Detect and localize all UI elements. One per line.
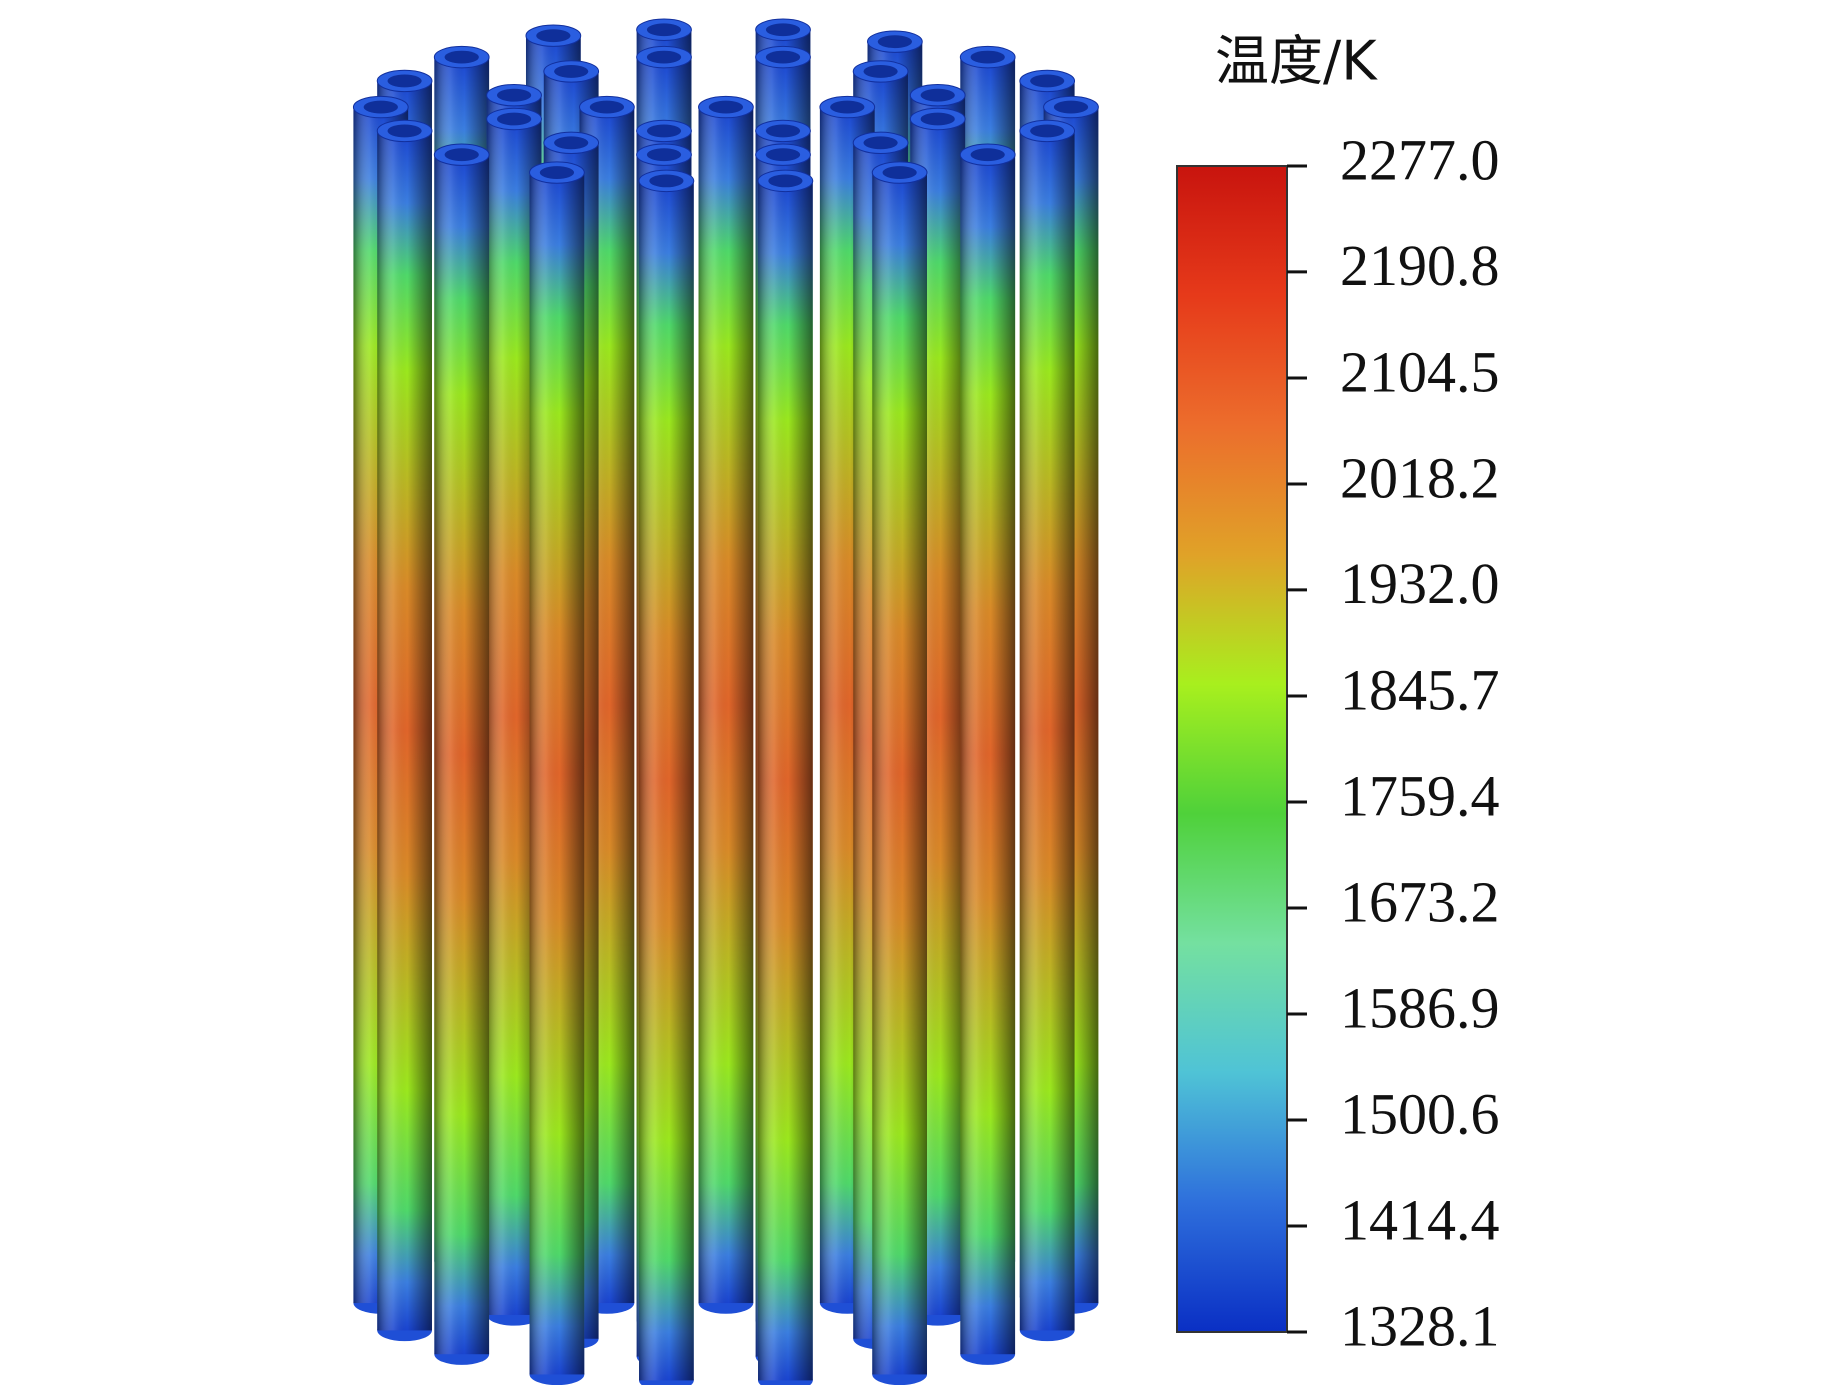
- rod: [529, 161, 585, 1385]
- rod: [638, 169, 695, 1385]
- rod-hole: [649, 174, 684, 188]
- colorbar-tick-label: 2277.0: [1340, 127, 1500, 192]
- rod-hole: [554, 136, 589, 150]
- rod-hole: [387, 124, 422, 138]
- colorbar-tick-label: 1932.0: [1340, 551, 1500, 616]
- rod: [871, 161, 928, 1385]
- rod-shade: [758, 180, 813, 1381]
- rod-hole: [1053, 100, 1089, 114]
- rod: [376, 119, 433, 1342]
- rod-hole: [882, 166, 917, 179]
- rod-hole: [920, 88, 955, 102]
- rod-hole: [1030, 74, 1065, 88]
- colorbar-tick-label: 2018.2: [1340, 445, 1500, 510]
- rod-hole: [589, 100, 625, 114]
- rod-hole: [646, 23, 682, 37]
- rod-bundle: [352, 18, 1099, 1385]
- colorbar-tick-label: 1414.4: [1340, 1187, 1500, 1252]
- rod-shade: [529, 172, 585, 1375]
- rod-shade: [698, 107, 754, 1304]
- colorbar-tick-label: 1500.6: [1340, 1081, 1500, 1146]
- rod-shade: [872, 172, 928, 1375]
- colorbar-tick-label: 1759.4: [1340, 763, 1500, 828]
- colorbar-tick-label: 2190.8: [1340, 233, 1500, 298]
- rod-hole: [920, 112, 955, 126]
- rod-hole: [646, 50, 682, 64]
- rod-hole: [877, 35, 912, 49]
- colorbar: [1176, 165, 1288, 1333]
- rod-hole: [1030, 124, 1065, 138]
- rod-hole: [765, 50, 801, 64]
- rod-hole: [496, 88, 532, 102]
- rod: [698, 95, 754, 1314]
- rod-hole: [539, 166, 575, 179]
- rod: [433, 143, 490, 1365]
- rod-shade: [639, 180, 694, 1381]
- rod-hole: [863, 136, 898, 150]
- rod-hole: [387, 74, 422, 88]
- rod-hole: [536, 29, 571, 43]
- rod-hole: [863, 64, 898, 78]
- rod-hole: [970, 148, 1005, 162]
- rod: [757, 169, 814, 1385]
- rod-hole: [708, 100, 744, 114]
- rod-hole: [970, 50, 1005, 64]
- rod-shade: [377, 130, 432, 1331]
- rod-hole: [554, 64, 589, 78]
- rod-hole: [496, 112, 532, 126]
- rod-hole: [765, 124, 801, 138]
- colorbar-tick-label: 1845.7: [1340, 657, 1500, 722]
- colorbar-tick-label: 1673.2: [1340, 869, 1500, 934]
- rod-hole: [444, 50, 479, 64]
- rod-hole: [444, 148, 479, 162]
- rod-hole: [765, 148, 801, 162]
- rod-hole: [363, 100, 398, 114]
- rod: [1019, 119, 1076, 1342]
- rod-hole: [646, 148, 682, 162]
- colorbar-tick-label: 1328.1: [1340, 1293, 1500, 1358]
- rod-shade: [960, 154, 1016, 1355]
- colorbar-tick-label: 2104.5: [1340, 339, 1500, 404]
- colorbar-tick-label: 1586.9: [1340, 975, 1500, 1040]
- rod-hole: [768, 174, 803, 188]
- rod-hole: [646, 124, 682, 138]
- rod-hole: [765, 23, 801, 37]
- rod: [959, 143, 1016, 1365]
- rod-hole: [830, 100, 865, 114]
- rod-shade: [434, 154, 490, 1355]
- rod-shade: [1019, 130, 1075, 1331]
- colorbar-title: 温度/K: [1215, 30, 1378, 93]
